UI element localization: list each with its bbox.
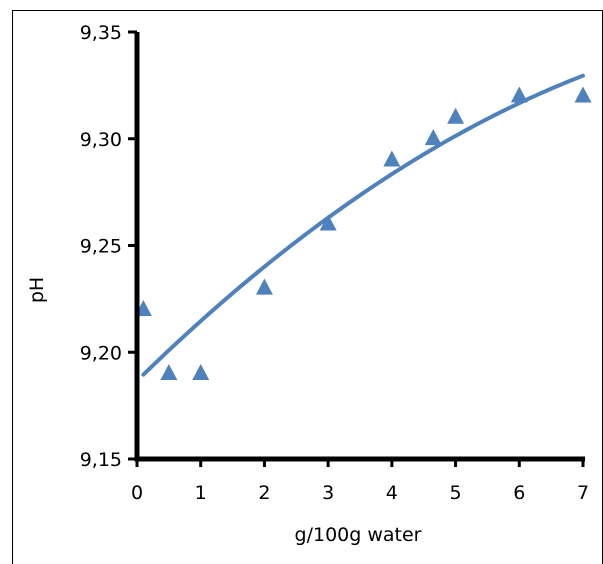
data-point-triangle [319,214,337,231]
trendline [141,73,585,377]
data-point-triangle [160,364,178,380]
data-point-triangle [574,86,592,103]
data-point-triangle [447,107,465,124]
x-tick-label: 4 [386,482,398,504]
x-tick-label: 1 [195,482,207,504]
y-axis-ticks: 9,15 9,20 9,25 9,30 9,35 [80,22,137,471]
y-axis-title: pH [26,277,48,303]
data-point-triangle [192,364,210,380]
data-points [134,86,592,380]
data-point-triangle [424,129,442,146]
data-point-triangle [510,86,528,103]
x-tick-label: 3 [322,482,334,504]
y-tick-label: 9,20 [80,342,122,364]
data-point-triangle [255,278,273,295]
x-axis-ticks: 0 1 2 3 4 5 6 7 [131,459,589,504]
y-tick-label: 9,35 [80,22,122,44]
x-tick-label: 0 [131,482,143,504]
y-tick-label: 9,30 [80,129,122,151]
x-tick-label: 7 [577,482,589,504]
x-tick-label: 2 [258,482,270,504]
y-tick-label: 9,15 [80,449,122,471]
x-tick-label: 5 [450,482,462,504]
x-axis-title: g/100g water [295,524,422,546]
trendline-group [141,73,585,377]
x-tick-label: 6 [513,482,525,504]
y-tick-label: 9,25 [80,236,122,258]
data-point-triangle [383,150,401,167]
